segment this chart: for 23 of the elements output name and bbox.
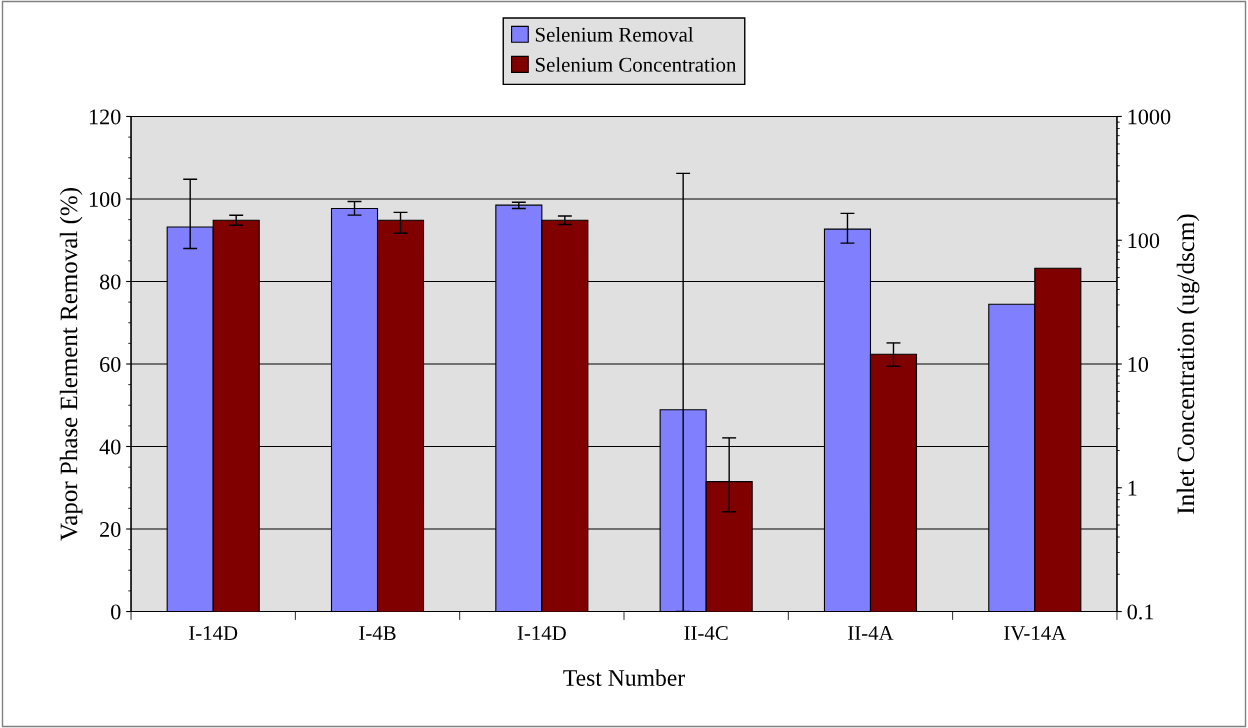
x-tick-label: II-4A	[848, 626, 894, 640]
y-tick-label: 20	[100, 521, 121, 537]
x-tick-label: IV-14A	[1004, 626, 1067, 641]
x-tick-label: I-14D	[517, 626, 566, 640]
y2-tick-label: 100	[1128, 233, 1160, 249]
y-axis-title: Vapor Phase Element Removal (%)	[59, 188, 83, 541]
y-tick-label: 120	[89, 109, 121, 125]
legend-label: Selenium Concentration	[535, 57, 737, 72]
x-tick-label: I-14D	[189, 626, 238, 640]
x-tick-label: II-4C	[684, 626, 728, 641]
legend-label: Selenium Removal	[535, 27, 694, 42]
y-tick-label: 0	[111, 604, 121, 620]
y2-tick-label: 1000	[1128, 109, 1171, 125]
x-tick-label: I-4B	[359, 626, 396, 640]
y-tick-label: 40	[99, 439, 121, 455]
y-tick-label: 80	[99, 274, 121, 290]
y2-tick-label: 10	[1128, 356, 1149, 372]
y2-tick-label: 1	[1128, 480, 1137, 496]
y2-axis-title: Inlet Concentration (ug/dscm)	[1176, 214, 1200, 514]
y-tick-label: 100	[89, 191, 121, 207]
y-tick-label: 60	[100, 356, 121, 372]
y2-tick-label: 0.1	[1127, 604, 1154, 620]
x-axis-title: Test Number	[563, 669, 685, 686]
